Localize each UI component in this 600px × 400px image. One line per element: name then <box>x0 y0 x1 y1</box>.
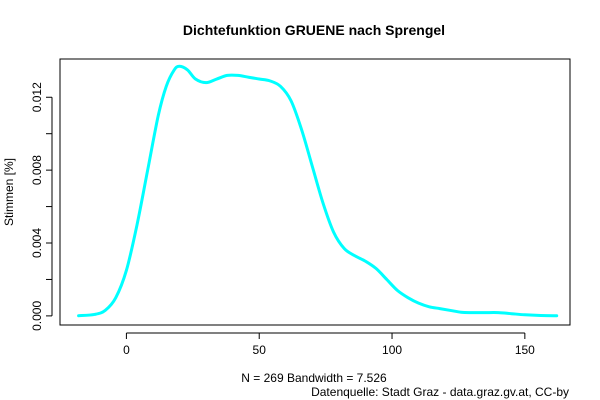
series-layer <box>77 64 559 318</box>
x-axis: 0 50 100 150 <box>123 332 535 357</box>
data-source-caption: Datenquelle: Stadt Graz - data.graz.gv.a… <box>311 385 569 399</box>
y-tick-label: 0.004 <box>30 228 44 258</box>
chart-title: Dichtefunktion GRUENE nach Sprengel <box>183 22 445 38</box>
y-tick-label: 0.008 <box>30 155 44 185</box>
x-tick-label: 150 <box>515 343 535 357</box>
y-tick-label: 0.000 <box>30 301 44 331</box>
y-tick-label: 0.012 <box>30 82 44 112</box>
x-tick-label: 50 <box>253 343 267 357</box>
y-axis-label: Stimmen [%] <box>2 158 16 226</box>
plot-frame <box>59 58 571 326</box>
density-line <box>77 64 559 318</box>
x-tick-label: 0 <box>123 343 130 357</box>
x-axis-label: N = 269 Bandwidth = 7.526 <box>241 371 387 385</box>
y-axis: 0.000 0.004 0.008 0.012 <box>30 82 53 331</box>
x-tick-label: 100 <box>382 343 402 357</box>
